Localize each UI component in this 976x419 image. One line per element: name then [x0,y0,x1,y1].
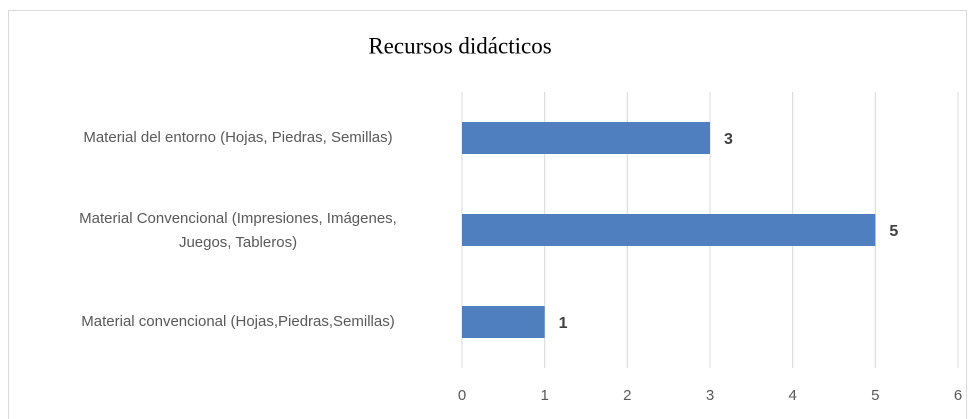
x-tick-label: 3 [706,387,714,404]
y-tick-label: Material Convencional (Impresiones, Imág… [79,210,397,251]
y-tick-label: Material convencional (Hojas,Piedras,Sem… [81,313,394,330]
y-tick-label: Material del entorno (Hojas, Piedras, Se… [83,129,392,146]
x-tick-label: 2 [623,387,631,404]
chart-title: Recursos didácticos [368,33,551,58]
data-label: 5 [889,223,898,240]
data-label: 3 [724,131,733,148]
bar [462,122,710,154]
x-tick-label: 1 [540,387,548,404]
x-tick-label: 5 [871,387,879,404]
x-tick-label: 0 [458,387,466,404]
bar [462,214,876,246]
x-tick-label: 4 [788,387,796,404]
data-label: 1 [559,315,568,332]
x-tick-label: 6 [954,387,962,404]
bar [462,306,545,338]
